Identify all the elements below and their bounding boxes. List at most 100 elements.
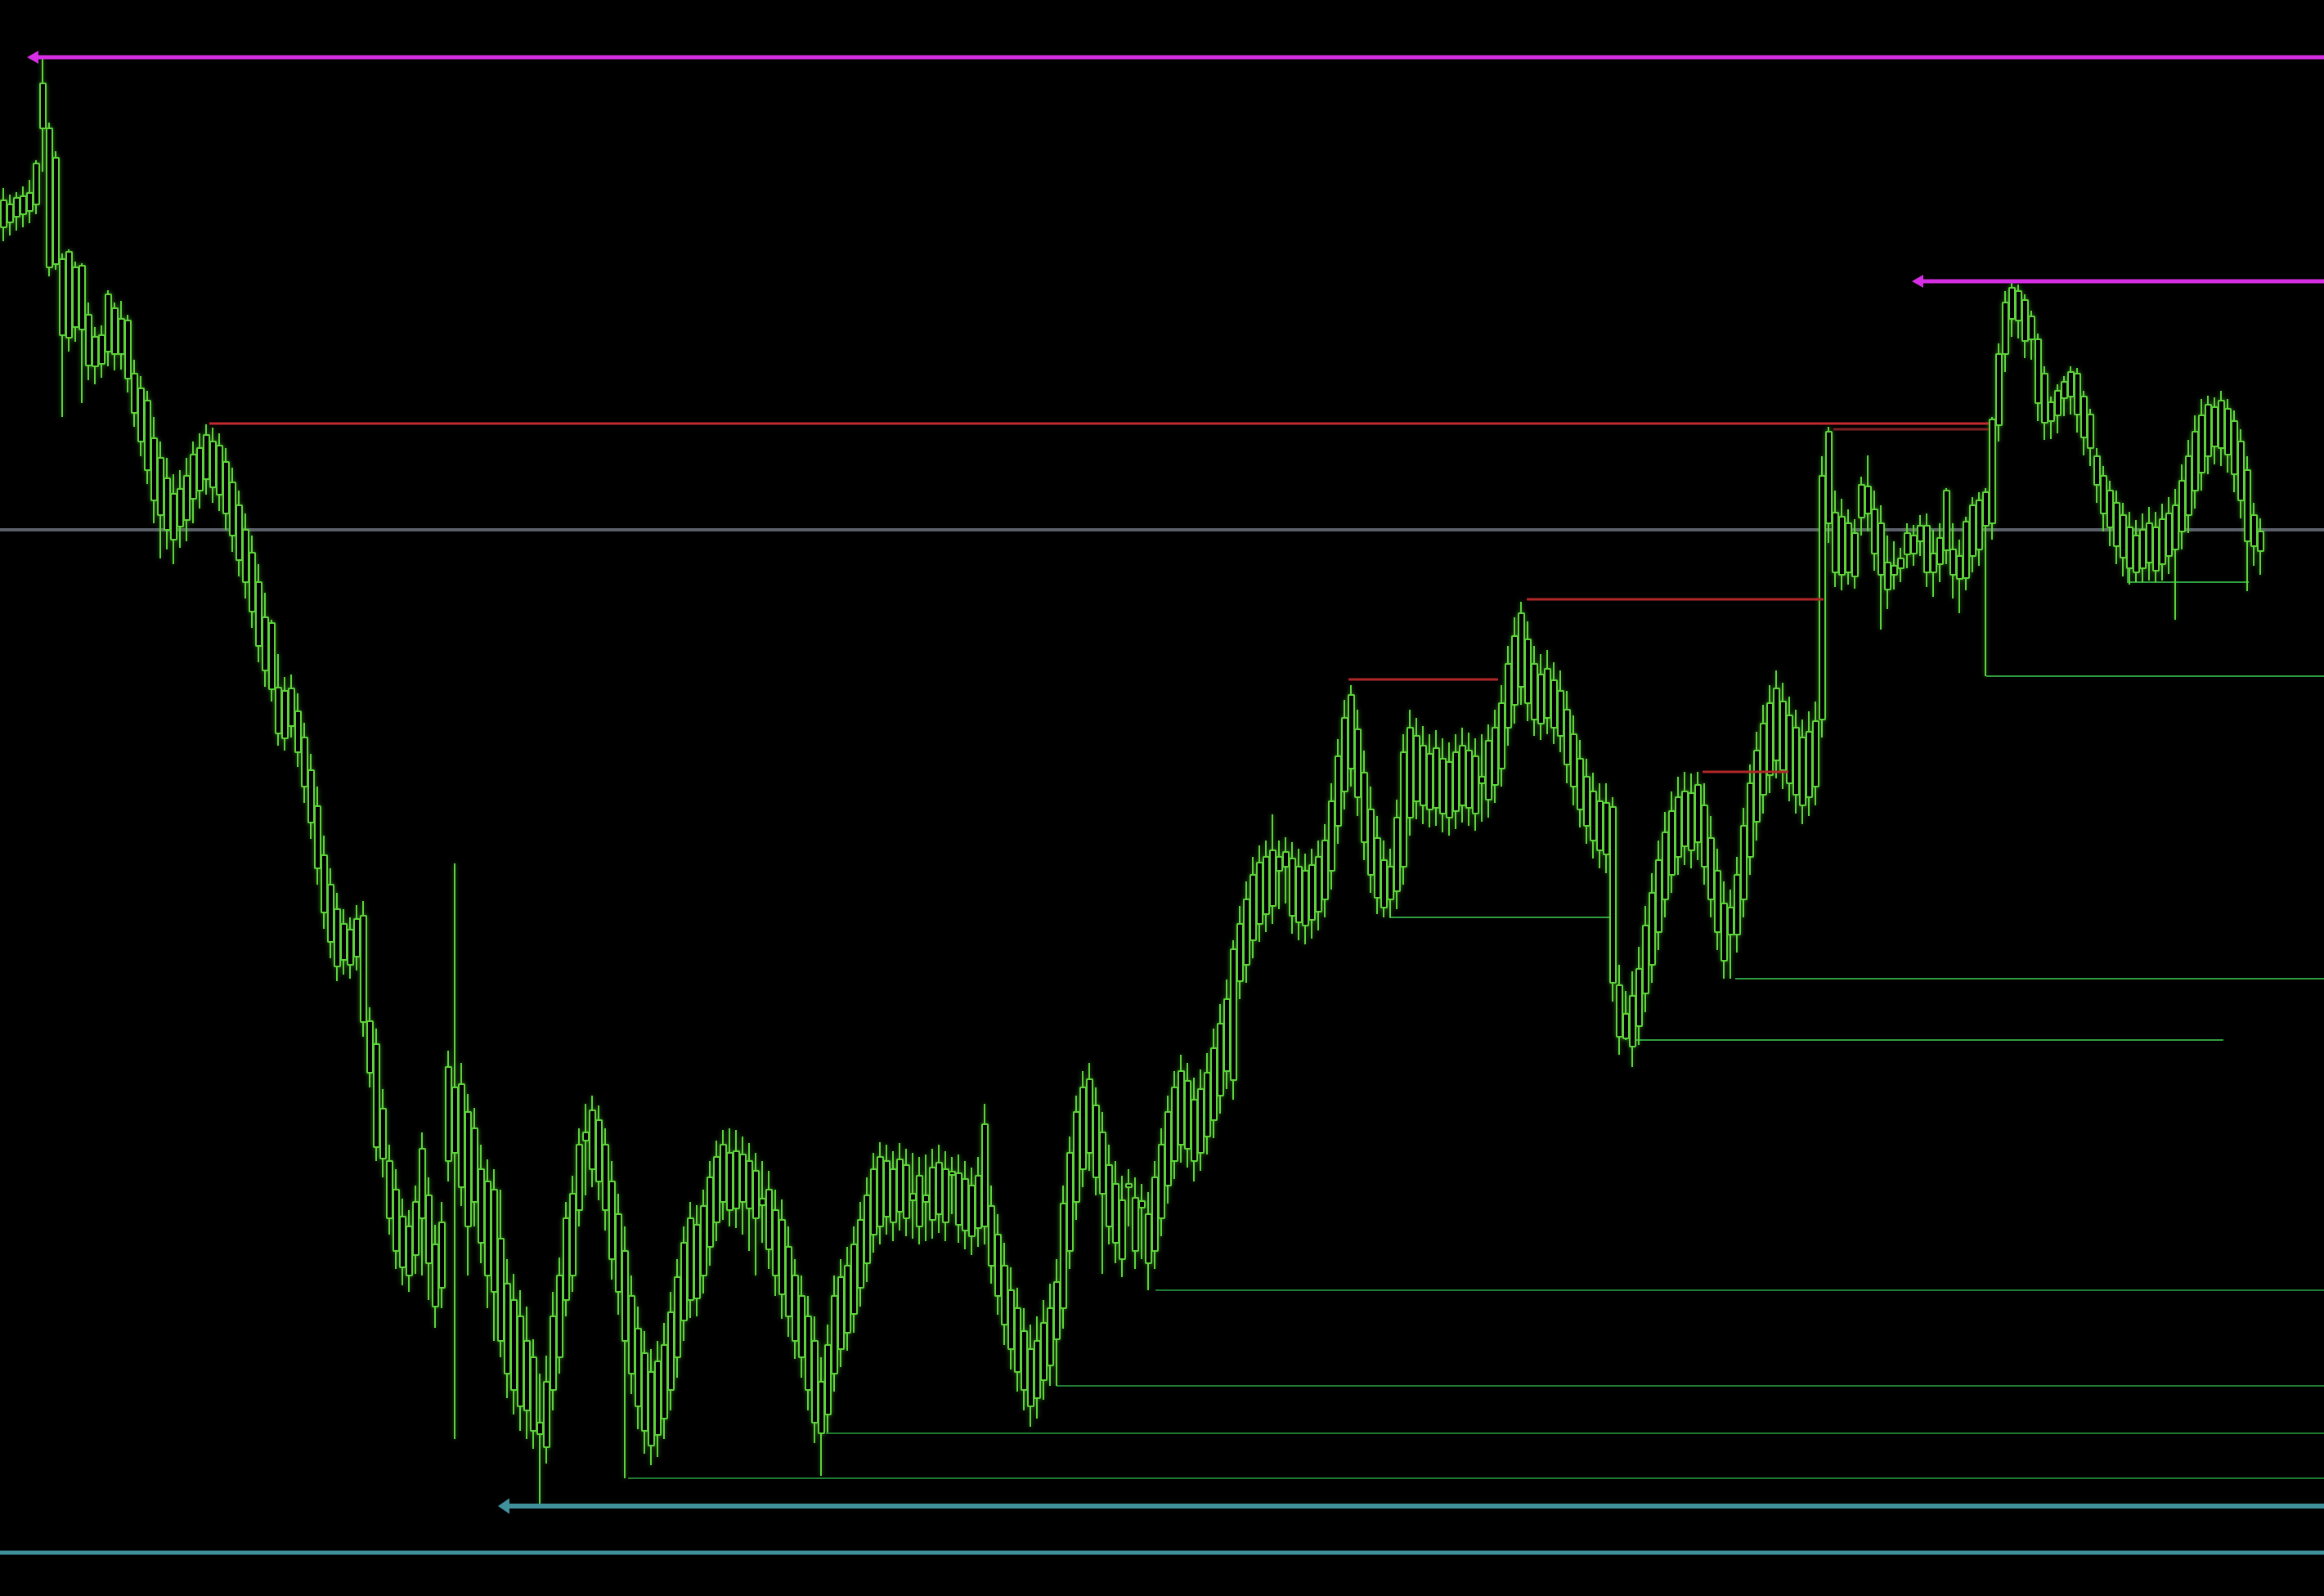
candle-body [720,1144,727,1203]
candle-body [1727,907,1734,935]
candle-body [131,373,138,414]
candle-body [2113,502,2120,547]
candle-body [2172,504,2179,550]
candle-body [79,265,86,330]
candle-body [1164,1111,1172,1186]
teal-support-upper-arrow-icon [498,1498,509,1514]
candle-body [1518,612,1525,688]
candle-body [92,336,99,367]
candle-body [1446,761,1453,818]
candle-body [26,192,34,212]
candle-body [1792,727,1800,796]
candle-body [347,929,354,966]
candle-body [1295,866,1303,923]
candle-body [1230,948,1237,1081]
candle-body [1243,899,1250,966]
candle-body [975,1175,982,1229]
candle-body [563,1217,570,1301]
candle-body [1550,679,1558,729]
candle-body [1040,1322,1048,1381]
candle-body [144,400,151,471]
candle-body [1014,1307,1021,1373]
candle-body [955,1172,962,1226]
candle-body [1740,825,1747,900]
candle-body [1001,1265,1008,1325]
candle-body [334,908,341,967]
candle-body [1524,639,1532,704]
candle-body [693,1224,701,1299]
candle-body [1249,874,1257,941]
candle-body [2237,441,2245,501]
candle-body [883,1160,891,1217]
magenta-resistance-right-arrow-icon [1912,275,1923,288]
candle-body [988,1205,995,1266]
candle-body [2074,373,2081,415]
candle-body [150,437,158,501]
candle-body [569,1193,577,1276]
candle-body [687,1217,694,1301]
candle-body [1367,809,1375,876]
candle-body [1989,419,1996,524]
candle-body [438,1222,446,1289]
candle-body [1053,1281,1061,1340]
candle-body [249,552,256,612]
candle-body [294,711,302,753]
candle-body [850,1244,858,1315]
candle-body [641,1352,648,1432]
candle-body [497,1238,505,1342]
candle-body [778,1219,786,1295]
candle-body [680,1242,688,1321]
candle-body [1374,837,1381,899]
candle-body [1439,758,1447,814]
candle-body [811,1340,819,1423]
candle-body [98,334,105,365]
candle-body [726,1152,734,1211]
candle-body [1178,1070,1185,1145]
candle-body [903,1164,910,1219]
candle-body [2178,480,2186,532]
candle-body [1027,1348,1034,1407]
candle-body [1668,810,1676,876]
candle-body [1217,1023,1224,1096]
candle-body [916,1175,923,1227]
candle-body [1204,1072,1211,1137]
candle-body [2133,535,2140,573]
candle-body [536,1422,544,1435]
candle-body [72,267,79,328]
candle-body [1635,968,1643,1027]
candle-body [1119,1199,1126,1260]
candle-body [798,1295,805,1358]
candle-body [1354,729,1362,798]
candle-body [667,1311,675,1391]
candle-body [1361,772,1368,843]
candle-body [792,1275,799,1342]
candle-body [2100,475,2107,514]
candle-body [399,1216,406,1268]
candle-body [314,805,321,869]
candle-body [556,1275,563,1358]
candle-body [393,1189,400,1252]
candle-body [1845,522,1852,573]
candle-body [1891,565,1898,576]
candle-body [1531,663,1538,720]
candle-body [419,1148,426,1219]
candle-body [1256,862,1263,925]
candle-body [491,1189,498,1293]
candle-body [2211,406,2219,447]
candle-body [1629,995,1636,1047]
candle-body [1426,753,1433,810]
candle-body [1949,549,1957,576]
candle-body [1976,500,1983,550]
candle-body [1498,702,1505,769]
candle-body [242,529,249,583]
candle-body [1583,776,1590,827]
candle-body [360,915,367,1023]
candle-body [2244,469,2251,542]
candle-body [746,1160,753,1209]
candle-body [1910,535,1918,554]
candle-body [2198,415,2205,473]
candle-body [1760,723,1767,796]
candle-body [759,1198,766,1206]
candle-body [1505,663,1512,729]
